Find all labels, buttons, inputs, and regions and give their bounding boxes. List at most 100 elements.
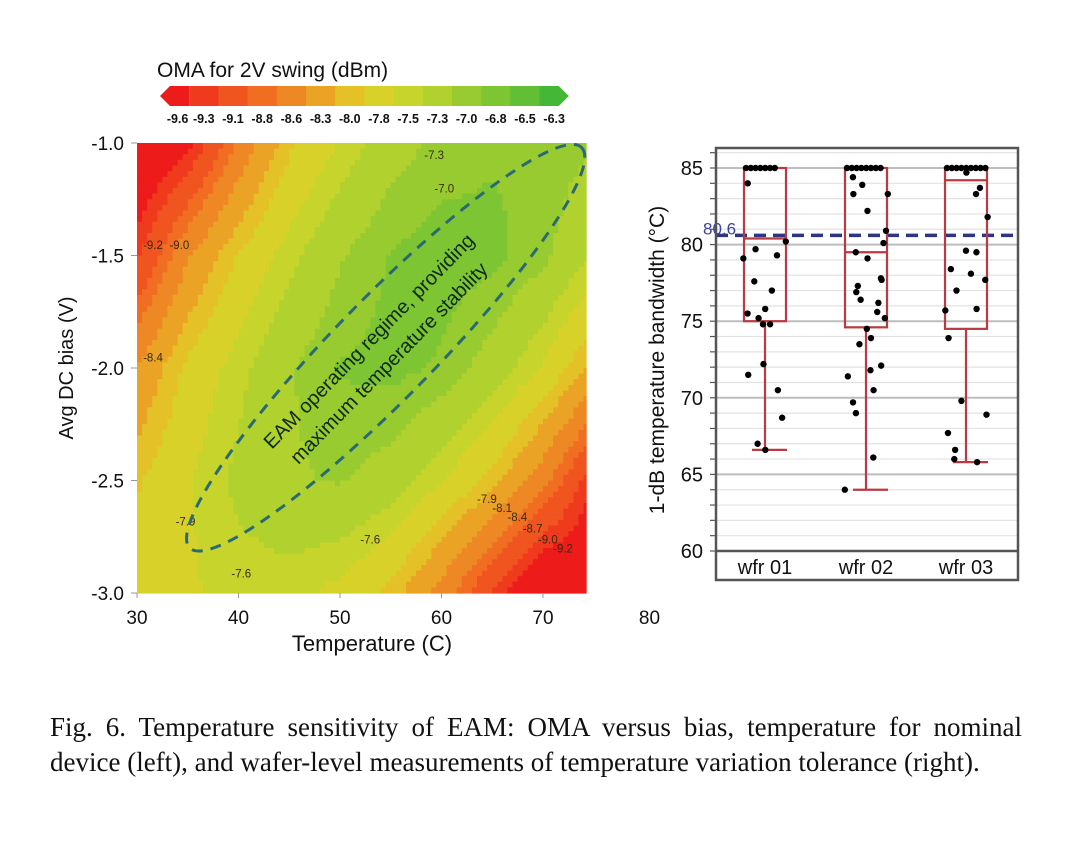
heatmap-cell [482, 401, 509, 408]
heatmap-cell [162, 204, 189, 212]
data-point [867, 334, 875, 342]
heatmap-cell [421, 497, 458, 504]
heatmap-cell [147, 351, 174, 358]
heatmap-cell [355, 238, 402, 245]
heatmap-cell [431, 458, 458, 465]
colorbar-tick-label: -7.5 [397, 112, 419, 126]
data-point [982, 276, 989, 284]
heatmap-cell [390, 576, 412, 583]
heatmap-cell [365, 553, 407, 560]
heatmap-cell [456, 587, 473, 594]
heatmap-cell [208, 227, 235, 234]
heatmap-cell [537, 536, 564, 543]
heatmap-cell [416, 227, 509, 234]
heatmap-cell [294, 143, 336, 150]
heatmap-cell [202, 204, 224, 212]
heatmap-cell [385, 272, 493, 279]
heatmap-cell [218, 255, 235, 262]
heatmap-cell [284, 171, 321, 178]
heatmap-cell [416, 148, 587, 155]
heatmap-cell [365, 227, 417, 234]
heatmap-cell [137, 536, 199, 543]
heatmap-cell [147, 418, 169, 425]
heatmap-cell [137, 345, 148, 352]
heatmap-cell [248, 204, 270, 212]
x-tick-label: 40 [228, 608, 249, 629]
heatmap-cell [157, 283, 179, 290]
heatmap-cell [537, 272, 575, 279]
heatmap-cell [304, 345, 356, 352]
heatmap-cell [268, 199, 306, 206]
heatmap-cell [451, 525, 483, 532]
heatmap-cell [167, 238, 179, 245]
heatmap-cell [537, 424, 564, 431]
heatmap-cell [365, 143, 422, 150]
heatmap-cell [197, 542, 265, 549]
data-point [760, 360, 767, 368]
heatmap-cell [137, 176, 163, 183]
y-tick-label: -1.0 [91, 134, 124, 155]
heatmap-cell [461, 294, 514, 302]
heatmap-cell [268, 328, 316, 335]
heatmap-cell [487, 491, 514, 498]
colorbar-tick-label: -6.8 [485, 112, 507, 126]
heatmap-cell [218, 384, 250, 392]
data-point [844, 373, 852, 380]
heatmap-cell [157, 384, 179, 392]
data-point [850, 190, 857, 198]
heatmap-cell [137, 356, 143, 363]
heatmap-cell [578, 345, 587, 352]
heatmap-cell [268, 261, 300, 268]
heatmap-cell [492, 272, 539, 279]
heatmap-cell [294, 272, 341, 279]
heatmap-cell [461, 300, 514, 307]
contour-label: -7.6 [360, 535, 380, 547]
heatmap-cell [284, 289, 331, 296]
heatmap-cell [197, 300, 219, 307]
heatmap-cell [223, 244, 245, 251]
heatmap-cell [314, 469, 356, 476]
heatmap-cell [172, 401, 214, 408]
data-point [759, 321, 767, 328]
data-point [878, 276, 885, 284]
heatmap-cell [142, 356, 169, 363]
heatmap-cell [553, 238, 587, 245]
heatmap-cell [137, 559, 199, 566]
heatmap-cell [471, 564, 488, 572]
heatmap-cell [512, 536, 539, 543]
heatmap-cell [172, 249, 194, 257]
heatmap-cell [299, 210, 326, 217]
heatmap-cell [329, 204, 382, 212]
heatmap-cell [522, 418, 544, 425]
heatmap-cell [142, 210, 158, 217]
heatmap-cell [197, 570, 346, 577]
heatmap-cell [137, 401, 153, 408]
heatmap-cell [268, 165, 285, 172]
heatmap-cell [248, 379, 295, 386]
x-tick-label: 80 [639, 608, 660, 629]
heatmap-cell [137, 480, 143, 487]
heatmap-cell [238, 514, 372, 521]
heatmap-cell [334, 278, 382, 285]
heatmap-cell [228, 154, 250, 161]
colorbar-segment [276, 86, 307, 106]
heatmap-cell [502, 503, 529, 510]
heatmap-cell [451, 311, 503, 318]
heatmap-cell [517, 486, 544, 493]
heatmap-cell [213, 407, 245, 414]
contour-label: -9.0 [169, 240, 189, 252]
heatmap-cell [573, 491, 587, 498]
heatmap-cell [248, 238, 285, 245]
heatmap-cell [263, 334, 316, 341]
heatmap-cell [340, 261, 387, 268]
heatmap-cell [563, 199, 587, 206]
heatmap-cell [228, 463, 311, 470]
heatmap-cell [142, 317, 163, 324]
heatmap-cell [482, 345, 529, 352]
heatmap-cell [197, 244, 224, 251]
heatmap-cell [405, 581, 438, 588]
contour-label: -9.2 [553, 544, 573, 556]
heatmap-cell [172, 413, 209, 420]
heatmap-cell [532, 514, 564, 521]
data-point [953, 164, 960, 172]
